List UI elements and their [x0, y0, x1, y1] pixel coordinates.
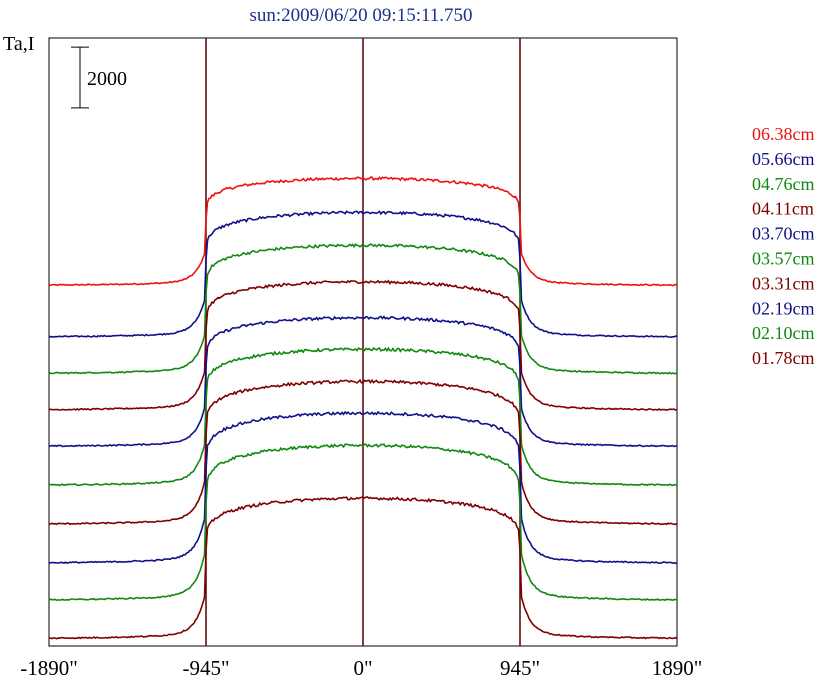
- legend-entry-06.38cm: 06.38cm: [752, 124, 815, 144]
- legend-entry-01.78cm: 01.78cm: [752, 348, 815, 368]
- legend-entry-02.10cm: 02.10cm: [752, 323, 815, 343]
- series-layer: [48, 176, 678, 640]
- series-line-02.10cm: [48, 443, 678, 602]
- series-line-03.57cm: [48, 346, 678, 487]
- scale-bar: [71, 46, 89, 109]
- x-tick-label-1: -945": [182, 656, 229, 680]
- legend-entry-02.19cm: 02.19cm: [752, 298, 815, 318]
- legend-entry-04.76cm: 04.76cm: [752, 174, 815, 194]
- x-tick-label-3: 945": [500, 656, 540, 680]
- y-axis-label: Ta,I: [3, 33, 34, 55]
- x-tick-label-2: 0": [353, 656, 372, 680]
- series-line-01.78cm: [48, 496, 678, 640]
- series-line-03.31cm: [48, 378, 678, 526]
- legend-entry-03.57cm: 03.57cm: [752, 249, 815, 269]
- legend-entry-03.70cm: 03.70cm: [752, 224, 815, 244]
- x-tick-labels: -1890" -945" 0" 945" 1890": [20, 656, 702, 680]
- x-tick-label-0: -1890": [20, 656, 78, 680]
- chart-title: sun:2009/06/20 09:15:11.750: [249, 5, 472, 26]
- series-line-03.70cm: [48, 315, 678, 448]
- legend-entry-04.11cm: 04.11cm: [752, 199, 814, 219]
- series-line-04.76cm: [48, 242, 678, 375]
- legend-entry-03.31cm: 03.31cm: [752, 273, 815, 293]
- vertical-lines: [205, 38, 521, 646]
- series-line-06.38cm: [48, 176, 678, 287]
- series-line-04.11cm: [48, 279, 678, 411]
- x-tick-label-4: 1890": [652, 656, 703, 680]
- legend-entry-05.66cm: 05.66cm: [752, 149, 815, 169]
- legend: 06.38cm 05.66cm 04.76cm 04.11cm 03.70cm 03.57…: [752, 124, 815, 368]
- scale-bar-label: 2000: [87, 68, 127, 90]
- series-line-02.19cm: [48, 410, 677, 565]
- series-line-05.66cm: [48, 210, 678, 339]
